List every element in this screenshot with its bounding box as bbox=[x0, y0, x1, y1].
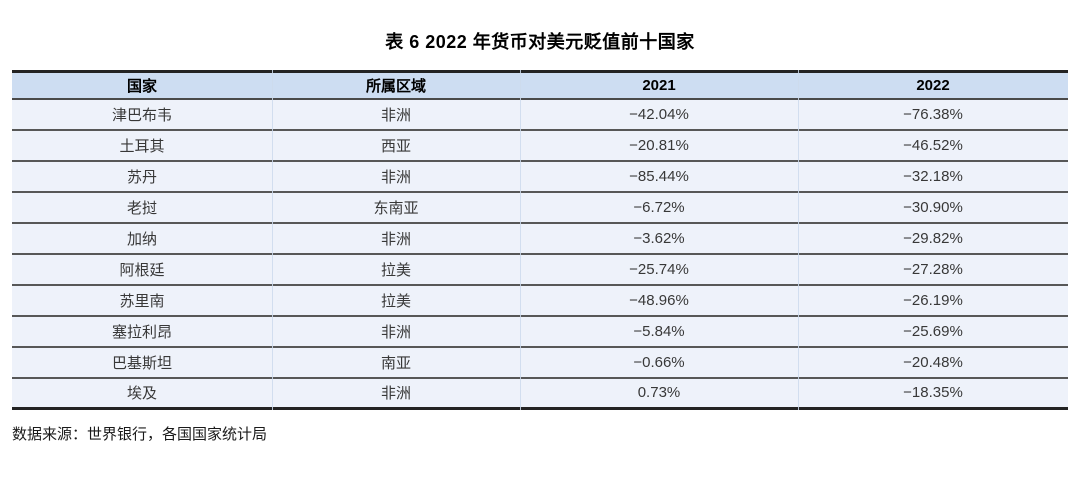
cell-country: 老挝 bbox=[12, 191, 272, 224]
cell-2022-value: −76.38% bbox=[798, 98, 1068, 131]
header-cell-region: 所属区域 bbox=[272, 70, 520, 100]
cell-2022-value: −46.52% bbox=[798, 129, 1068, 162]
cell-2022-value: −32.18% bbox=[798, 160, 1068, 193]
cell-country: 苏丹 bbox=[12, 160, 272, 193]
cell-country: 巴基斯坦 bbox=[12, 346, 272, 379]
table-row: 津巴布韦 非洲 −42.04% −76.38% bbox=[12, 98, 1068, 131]
table-row: 巴基斯坦 南亚 −0.66% −20.48% bbox=[12, 346, 1068, 379]
table-row: 加纳 非洲 −3.62% −29.82% bbox=[12, 222, 1068, 255]
data-source-note: 数据来源：世界银行，各国国家统计局 bbox=[12, 427, 268, 443]
header-cell-2022: 2022 bbox=[798, 70, 1068, 100]
header-row: 国家 所属区域 2021 2022 bbox=[12, 70, 1068, 100]
cell-region: 拉美 bbox=[272, 284, 520, 317]
cell-2022-value: −26.19% bbox=[798, 284, 1068, 317]
table-row: 埃及 非洲 0.73% −18.35% bbox=[12, 377, 1068, 410]
cell-country: 埃及 bbox=[12, 377, 272, 410]
cell-region: 东南亚 bbox=[272, 191, 520, 224]
cell-country: 塞拉利昂 bbox=[12, 315, 272, 348]
cell-2022-value: −18.35% bbox=[798, 377, 1068, 410]
cell-2022-value: −30.90% bbox=[798, 191, 1068, 224]
cell-country: 津巴布韦 bbox=[12, 98, 272, 131]
cell-region: 南亚 bbox=[272, 346, 520, 379]
cell-region: 拉美 bbox=[272, 253, 520, 286]
cell-2021-value: −48.96% bbox=[520, 284, 798, 317]
currency-table-wrap: 国家 所属区域 2021 2022 津巴布韦 非洲 −42.04% −76.38… bbox=[12, 70, 1068, 410]
cell-country: 加纳 bbox=[12, 222, 272, 255]
cell-2021-value: 0.73% bbox=[520, 377, 798, 410]
table-row: 阿根廷 拉美 −25.74% −27.28% bbox=[12, 253, 1068, 286]
cell-2021-value: −42.04% bbox=[520, 98, 798, 131]
header-cell-2021: 2021 bbox=[520, 70, 798, 100]
cell-country: 苏里南 bbox=[12, 284, 272, 317]
cell-2021-value: −6.72% bbox=[520, 191, 798, 224]
cell-2021-value: −0.66% bbox=[520, 346, 798, 379]
cell-region: 非洲 bbox=[272, 377, 520, 410]
cell-country: 土耳其 bbox=[12, 129, 272, 162]
table-title: 表 6 2022 年货币对美元贬值前十国家 bbox=[385, 32, 695, 52]
cell-region: 非洲 bbox=[272, 315, 520, 348]
cell-2022-value: −29.82% bbox=[798, 222, 1068, 255]
cell-region: 非洲 bbox=[272, 222, 520, 255]
cell-2021-value: −85.44% bbox=[520, 160, 798, 193]
cell-region: 西亚 bbox=[272, 129, 520, 162]
cell-2022-value: −25.69% bbox=[798, 315, 1068, 348]
cell-2021-value: −3.62% bbox=[520, 222, 798, 255]
cell-2022-value: −27.28% bbox=[798, 253, 1068, 286]
table-row: 苏里南 拉美 −48.96% −26.19% bbox=[12, 284, 1068, 317]
cell-2021-value: −25.74% bbox=[520, 253, 798, 286]
table-row: 塞拉利昂 非洲 −5.84% −25.69% bbox=[12, 315, 1068, 348]
cell-region: 非洲 bbox=[272, 98, 520, 131]
table-row: 苏丹 非洲 −85.44% −32.18% bbox=[12, 160, 1068, 193]
cell-country: 阿根廷 bbox=[12, 253, 272, 286]
cell-region: 非洲 bbox=[272, 160, 520, 193]
table-row: 老挝 东南亚 −6.72% −30.90% bbox=[12, 191, 1068, 224]
table-row: 土耳其 西亚 −20.81% −46.52% bbox=[12, 129, 1068, 162]
cell-2021-value: −20.81% bbox=[520, 129, 798, 162]
header-cell-country: 国家 bbox=[12, 70, 272, 100]
cell-2022-value: −20.48% bbox=[798, 346, 1068, 379]
currency-depreciation-table: 国家 所属区域 2021 2022 津巴布韦 非洲 −42.04% −76.38… bbox=[12, 70, 1068, 410]
cell-2021-value: −5.84% bbox=[520, 315, 798, 348]
